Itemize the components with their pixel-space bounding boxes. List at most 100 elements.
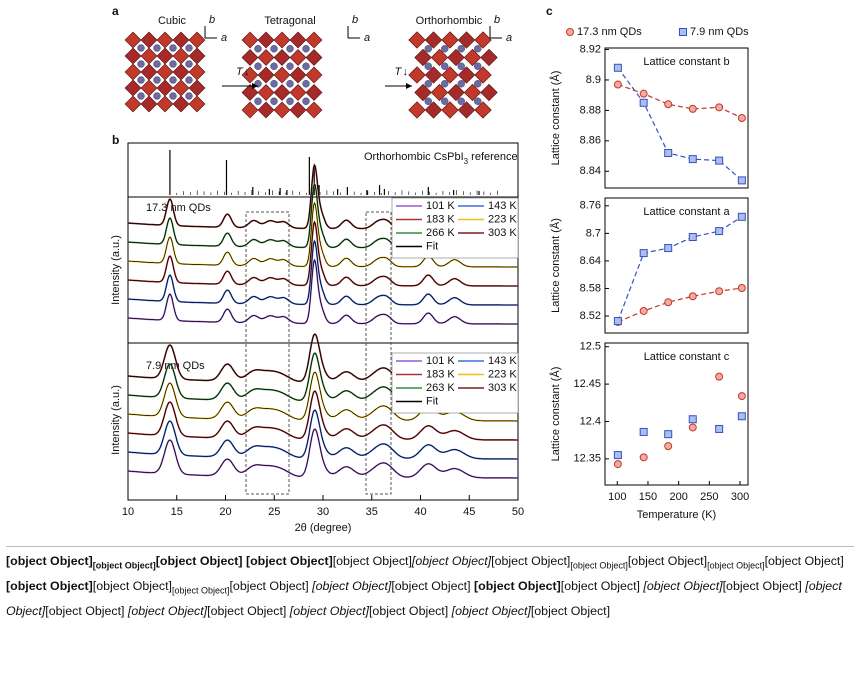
caption-run: [object Object] xyxy=(530,604,611,619)
octahedron xyxy=(241,49,259,66)
axis-label: a xyxy=(364,32,370,44)
octahedron xyxy=(289,31,307,49)
phase-label: Cubic xyxy=(158,15,187,27)
y-tick-label: 8.84 xyxy=(580,165,601,177)
octahedron xyxy=(241,31,259,49)
octahedron xyxy=(480,48,498,67)
temperature-label: T xyxy=(236,66,244,78)
octahedron xyxy=(474,101,492,119)
cs-atom xyxy=(169,76,177,84)
data-square xyxy=(639,249,648,258)
data-square xyxy=(613,317,622,326)
x-tick-label: 100 xyxy=(608,491,626,503)
data-square xyxy=(737,176,746,185)
legend-label: 303 K xyxy=(488,382,517,394)
caption-run: [object Object] xyxy=(627,554,708,568)
x-axis-label: 2θ (degree) xyxy=(295,522,352,534)
fit-line xyxy=(127,390,518,441)
cs-atom xyxy=(441,45,449,53)
y-tick-label: 12.4 xyxy=(580,415,601,427)
caption-run: [object Object] xyxy=(451,604,531,619)
y-axis-label: Lattice constant (Å) xyxy=(549,367,562,462)
cs-atom xyxy=(153,92,161,100)
data-point xyxy=(639,89,648,98)
legend-label: 183 K xyxy=(426,213,455,225)
plot-frame xyxy=(604,47,749,189)
caption-run: [object Object] xyxy=(289,604,369,619)
fit-line xyxy=(127,240,518,306)
octahedron xyxy=(474,31,492,49)
legend-label: 101 K xyxy=(426,355,455,367)
octahedron xyxy=(424,66,443,84)
cs-atom xyxy=(424,97,432,105)
cs-atom xyxy=(424,45,432,53)
axis-label: a xyxy=(506,32,512,44)
caption-run: [object Object] xyxy=(245,554,333,568)
octahedron xyxy=(424,31,443,49)
octahedron xyxy=(457,31,476,49)
legend-label: 101 K xyxy=(426,200,455,212)
octahedron xyxy=(257,31,275,49)
guide-line xyxy=(617,67,743,181)
reference-label: Orthorhombic CsPbI3 reference xyxy=(364,151,518,166)
data-point xyxy=(688,423,697,432)
legend-label: 143 K xyxy=(488,200,517,212)
octahedron xyxy=(273,49,291,66)
y-axis-label: Intensity (a.u.) xyxy=(110,385,122,455)
data-square xyxy=(664,244,673,253)
octahedron xyxy=(305,49,323,66)
caption-run: [object Object] xyxy=(491,554,571,568)
caption-run: [object Object] xyxy=(707,560,765,571)
caption-run: [object Object] xyxy=(155,554,243,568)
data-point xyxy=(664,100,673,109)
x-tick-label: 15 xyxy=(171,506,183,518)
data-square xyxy=(664,430,673,439)
octahedron xyxy=(480,83,498,102)
cs-atom xyxy=(457,45,465,53)
legend-box xyxy=(391,197,519,259)
caption-run: [object Object] xyxy=(312,579,392,594)
fit-line xyxy=(127,428,518,479)
data-point xyxy=(613,80,622,89)
guide-line xyxy=(617,287,742,323)
legend-label: Fit xyxy=(426,395,438,407)
caption-run: [object Object] xyxy=(368,604,449,619)
cs-atom xyxy=(270,45,278,53)
plot-frame xyxy=(604,342,749,486)
phase-label: Tetragonal xyxy=(264,15,315,27)
cs-atom xyxy=(441,97,449,105)
octahedron xyxy=(414,83,432,102)
annotation: Lattice constant c xyxy=(644,351,730,363)
cs-atom xyxy=(185,92,193,100)
fit-line xyxy=(127,202,518,268)
octahedron xyxy=(257,84,275,101)
octahedron xyxy=(457,66,476,84)
cs-atom xyxy=(270,62,278,70)
legend-label: 17.3 nm QDs xyxy=(577,26,642,38)
x-tick-label: 20 xyxy=(219,506,231,518)
caption-run: [object Object] xyxy=(207,604,287,619)
data-point xyxy=(715,103,724,112)
cs-atom xyxy=(153,76,161,84)
legend-label: 263 K xyxy=(426,382,455,394)
x-tick-label: 10 xyxy=(122,506,134,518)
octahedron xyxy=(408,101,426,119)
caption-run: [object Object] xyxy=(474,579,561,594)
cs-atom xyxy=(457,62,465,70)
y-tick-label: 12.45 xyxy=(573,378,601,390)
caption-run: [object Object] xyxy=(570,560,628,571)
x-tick-label: 30 xyxy=(317,506,329,518)
x-tick-label: 25 xyxy=(268,506,280,518)
figure: a b c Cubic Tetragonal OrthorhombicbababaT… xyxy=(110,4,749,534)
octahedron xyxy=(273,101,291,119)
data-square xyxy=(639,98,648,107)
octahedron xyxy=(457,101,476,119)
octahedron xyxy=(289,49,307,66)
legend-label: 7.9 nm QDs xyxy=(690,26,749,38)
caption-run: [object Object] xyxy=(127,604,208,619)
x-tick-label: 40 xyxy=(414,506,426,518)
x-axis-label: Temperature (K) xyxy=(637,509,716,521)
y-tick-label: 8.76 xyxy=(580,200,601,212)
cs-atom xyxy=(424,62,432,70)
data-point xyxy=(639,453,648,462)
